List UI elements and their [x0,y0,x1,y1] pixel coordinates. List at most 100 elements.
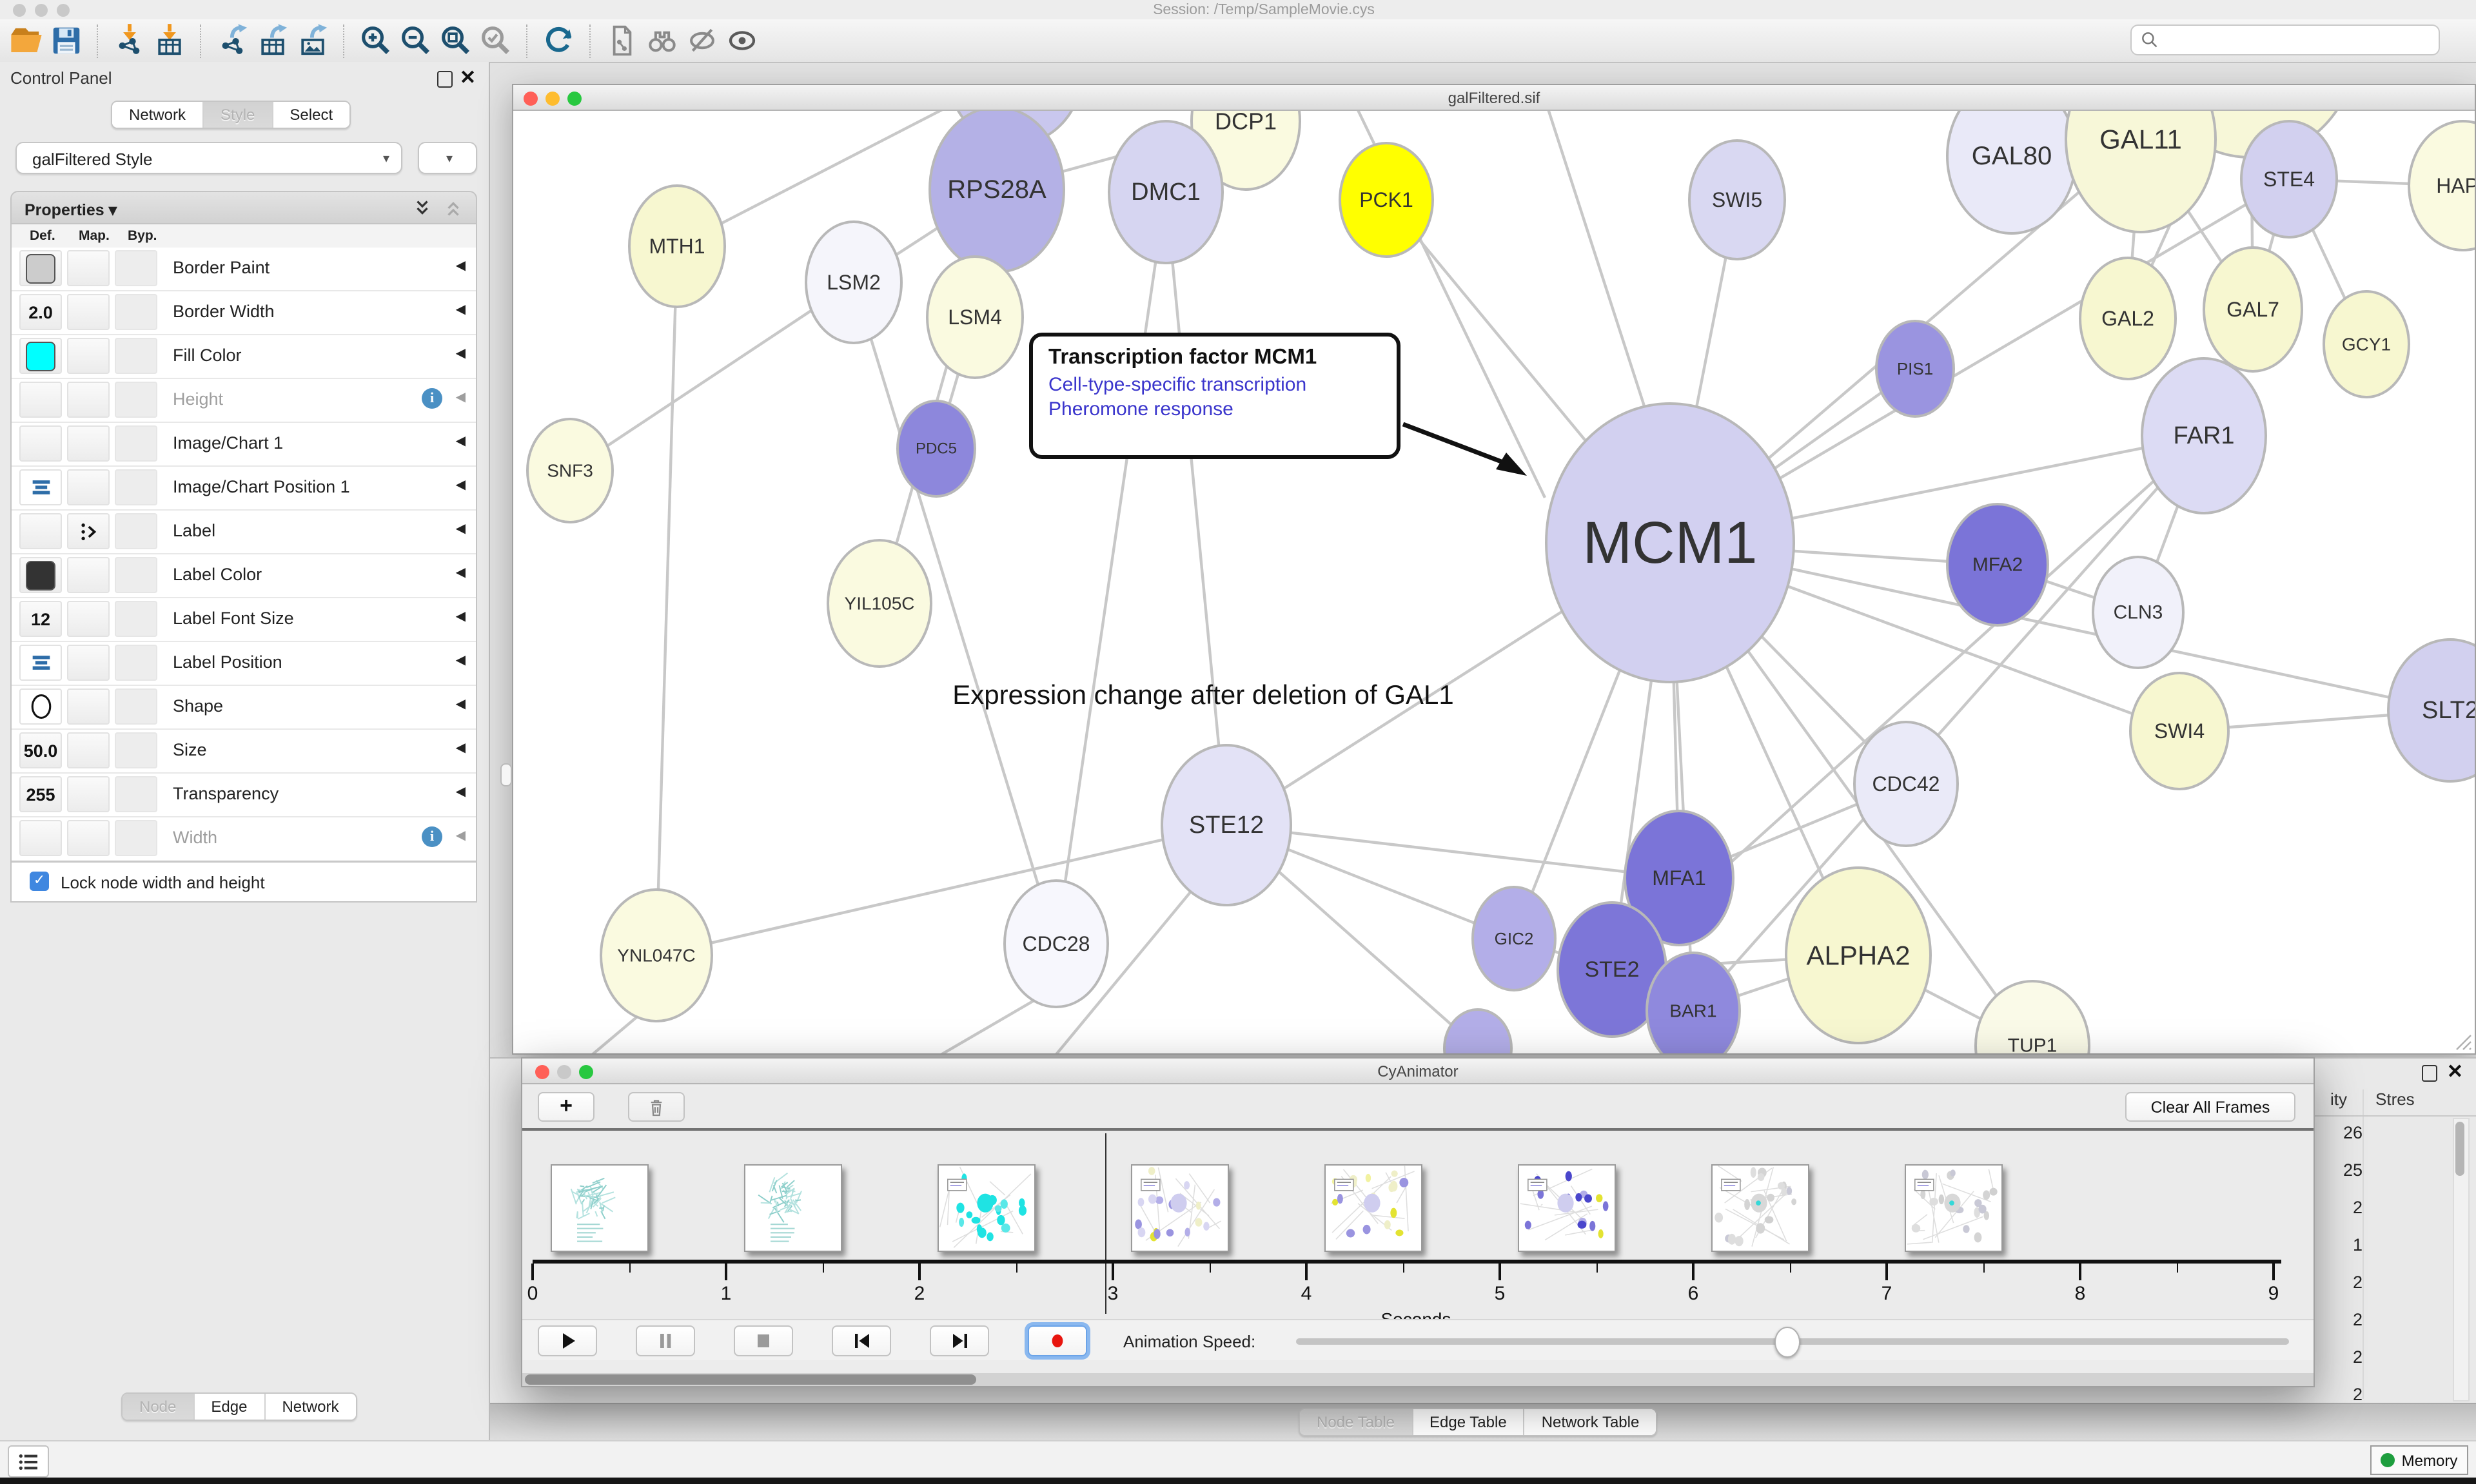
network-node-gal11[interactable]: GAL11 [2065,111,2217,233]
tab-network-table[interactable]: Network Table [1524,1409,1656,1435]
clear-all-frames-button[interactable]: Clear All Frames [2125,1092,2295,1122]
tab-style[interactable]: Style [204,102,273,128]
timeline-frame-4[interactable] [1324,1164,1422,1252]
default-value-cell[interactable]: 255 [19,776,62,812]
default-value-cell[interactable]: 50.0 [19,732,62,768]
default-value-cell[interactable] [19,425,62,462]
network-edge[interactable] [676,111,1015,248]
table-column-header[interactable]: ity [2330,1089,2347,1109]
network-node-bottom1[interactable] [1443,1008,1513,1053]
table-scrollbar[interactable] [2453,1118,2470,1401]
search-field[interactable] [2130,24,2440,55]
network-edge[interactable] [1164,191,1228,826]
mapping-cell[interactable] [67,382,110,418]
close-panel-icon[interactable]: ✕ [2446,1061,2463,1083]
export-network-icon[interactable] [213,23,253,59]
property-row-label-font-size[interactable]: 12 Label Font Size ◀ [12,598,476,642]
timeline-frame-3[interactable] [1131,1164,1229,1252]
import-network-icon[interactable] [110,23,150,59]
default-value-cell[interactable] [19,557,62,593]
export-image-icon[interactable] [293,23,333,59]
annotation-link[interactable]: Pheromone response [1048,398,1233,420]
property-row-border-width[interactable]: 2.0 Border Width ◀ [12,291,476,335]
network-node-mfa1[interactable]: MFA1 [1624,810,1734,946]
mapping-cell[interactable] [67,645,110,681]
network-node-ste12[interactable]: STE12 [1161,744,1292,906]
table-cell[interactable]: 26 [2343,1123,2363,1142]
bypass-cell[interactable] [115,513,157,549]
property-row-transparency[interactable]: 255 Transparency ◀ [12,774,476,817]
network-node-slt2[interactable]: SLT2 [2387,638,2475,783]
property-row-fill-color[interactable]: Fill Color ◀ [12,335,476,379]
bypass-cell[interactable] [115,820,157,856]
mapping-cell[interactable] [67,732,110,768]
open-folder-icon[interactable] [6,23,46,59]
float-panel-icon[interactable] [2422,1065,2437,1082]
property-row-shape[interactable]: Shape ◀ [12,686,476,730]
minimize-window-icon[interactable] [545,91,560,105]
style-options-dropdown[interactable]: ▾ [418,142,477,174]
tab-select[interactable]: Select [273,102,350,128]
network-node-pck1[interactable]: PCK1 [1339,142,1434,258]
bypass-cell[interactable] [115,601,157,637]
network-edge[interactable] [1054,191,1168,944]
default-value-cell[interactable] [19,469,62,505]
network-node-lsm2[interactable]: LSM2 [805,220,903,344]
network-node-dmc1[interactable]: DMC1 [1108,120,1224,264]
bypass-cell[interactable] [115,469,157,505]
zoom-out-icon[interactable] [396,23,436,59]
collapse-all-icon[interactable] [444,199,463,218]
network-node-cdc42[interactable]: CDC42 [1853,721,1959,847]
speed-slider-thumb[interactable] [1774,1327,1800,1358]
network-node-ste4[interactable]: STE4 [2240,120,2338,239]
annotation-link[interactable]: Cell-type-specific transcription [1048,374,1307,396]
hide-graphics-icon[interactable] [682,23,722,59]
skip-end-button[interactable] [930,1325,989,1356]
bypass-cell[interactable] [115,250,157,286]
window-zoom-button[interactable] [57,4,70,17]
binoculars-icon[interactable] [642,23,682,59]
save-icon[interactable] [46,23,86,59]
mapping-cell[interactable] [67,425,110,462]
network-edge[interactable] [656,823,1227,957]
network-node-alpha2[interactable]: ALPHA2 [1785,866,1932,1044]
network-node-bar1[interactable]: BAR1 [1646,952,1741,1053]
collapse-arrow-icon[interactable]: ◀ [455,347,466,361]
property-row-size[interactable]: 50.0 Size ◀ [12,730,476,774]
network-node-hap2[interactable]: HAP2 [2408,120,2475,251]
timeline-frame-1[interactable] [744,1164,842,1252]
bypass-cell[interactable] [115,557,157,593]
mapping-cell[interactable] [67,601,110,637]
zoom-selected-icon[interactable] [476,23,516,59]
tab-network[interactable]: Network [265,1394,356,1420]
scrollbar-thumb[interactable] [525,1374,976,1385]
network-node-rps28a[interactable]: RPS28A [928,111,1065,273]
mapping-cell[interactable] [67,294,110,330]
mapping-cell[interactable] [67,776,110,812]
document-network-icon[interactable] [602,23,642,59]
close-panel-icon[interactable]: ✕ [459,67,476,89]
collapse-arrow-icon[interactable]: ◀ [455,391,466,405]
zoom-window-icon[interactable] [579,1064,593,1079]
memory-button[interactable]: Memory [2370,1445,2468,1475]
mapping-cell[interactable] [67,513,110,549]
pause-button[interactable] [636,1325,695,1356]
refresh-icon[interactable] [539,23,579,59]
network-node-cdc28[interactable]: CDC28 [1003,879,1109,1008]
window-minimize-button[interactable] [35,4,48,17]
network-node-gal7[interactable]: GAL7 [2203,246,2303,373]
network-edge[interactable] [1226,823,1680,880]
search-input[interactable] [2165,30,2430,50]
network-node-snf3[interactable]: SNF3 [526,418,614,523]
network-node-gic2[interactable]: GIC2 [1471,886,1557,991]
property-row-label-position[interactable]: Label Position ◀ [12,642,476,686]
default-value-cell[interactable]: 12 [19,601,62,637]
network-node-mcm1[interactable]: MCM1 [1545,402,1795,683]
mapping-cell[interactable] [67,250,110,286]
properties-header[interactable]: Properties ▾ [10,191,477,224]
zoom-in-icon[interactable] [356,23,396,59]
table-cell[interactable]: 2 [2352,1385,2363,1404]
collapse-arrow-icon[interactable]: ◀ [455,829,466,843]
network-node-swi5[interactable]: SWI5 [1688,139,1786,260]
import-table-icon[interactable] [150,23,190,59]
